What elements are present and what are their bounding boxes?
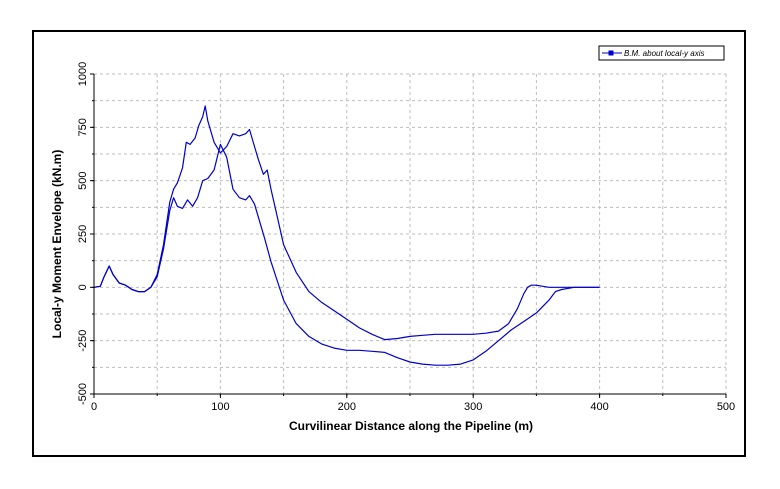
x-axis-title: Curvilinear Distance along the Pipeline … xyxy=(289,419,533,433)
y-tick-label: 750 xyxy=(77,118,89,136)
legend-marker xyxy=(608,50,614,56)
series-layer xyxy=(93,105,600,366)
chart-svg: 0 100 200 300 400 500 -500 -250 0 250 500 750 1000 B… xyxy=(50,45,735,433)
y-tick-label: 1000 xyxy=(77,62,89,86)
grid-layer xyxy=(94,73,727,394)
chart-frame: 0 100 200 300 400 500 -500 -250 0 250 500 750 1000 B… xyxy=(32,30,746,457)
y-tick-label: 500 xyxy=(77,171,89,189)
series-line-lower xyxy=(93,143,600,366)
y-tick-label: 250 xyxy=(77,225,89,243)
x-tick-label: 500 xyxy=(717,401,735,413)
x-tick-label: 400 xyxy=(590,401,608,413)
legend: B.M. about local-y axis xyxy=(598,45,725,61)
legend-label: B.M. about local-y axis xyxy=(624,49,704,58)
x-tick-label: 0 xyxy=(91,401,97,413)
x-tick-label: 200 xyxy=(338,401,356,413)
x-tick-label: 100 xyxy=(211,401,229,413)
y-tick-label: -500 xyxy=(77,383,89,405)
y-tick-label: 0 xyxy=(77,284,89,290)
y-tick-label: -250 xyxy=(77,330,89,352)
y-axis-title: Local-y Moment Envelope (kN.m) xyxy=(50,150,64,339)
x-tick-label: 300 xyxy=(464,401,482,413)
axis-layer: 0 100 200 300 400 500 -500 -250 0 250 500 750 1000 xyxy=(77,62,735,413)
legend-box xyxy=(598,45,725,61)
